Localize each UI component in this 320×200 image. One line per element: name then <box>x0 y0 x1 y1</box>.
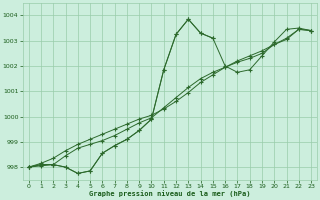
X-axis label: Graphe pression niveau de la mer (hPa): Graphe pression niveau de la mer (hPa) <box>89 190 251 197</box>
